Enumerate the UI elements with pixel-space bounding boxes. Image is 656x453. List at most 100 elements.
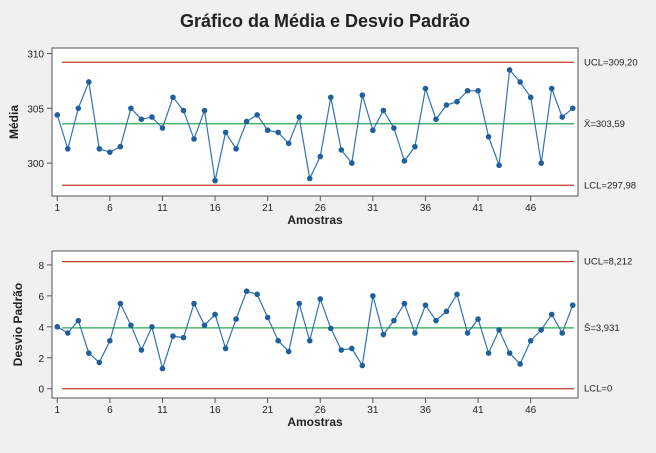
data-point [201, 322, 208, 329]
data-point [296, 300, 303, 307]
x-tick-label: 21 [262, 405, 274, 416]
data-point [443, 308, 450, 315]
data-point [496, 327, 502, 333]
x-tick-label: 26 [315, 405, 327, 416]
data-point [517, 361, 523, 367]
plot-area [51, 250, 579, 399]
data-point [128, 322, 134, 329]
y-tick-label: 300 [27, 159, 44, 170]
data-point [380, 107, 387, 114]
data-point [327, 94, 334, 101]
data-point [569, 105, 576, 112]
y-tick-label: 6 [38, 292, 44, 303]
data-point [559, 114, 566, 120]
data-point [86, 350, 92, 356]
data-point [54, 112, 61, 118]
data-point [538, 160, 544, 166]
data-point [191, 300, 197, 307]
data-point [222, 345, 229, 352]
data-point [159, 365, 166, 372]
data-point [138, 347, 145, 353]
data-point [285, 348, 292, 355]
control-limit-label: S̄=3,931 [584, 323, 620, 334]
y-tick-label: 2 [38, 354, 44, 365]
data-point [548, 85, 555, 92]
data-point [370, 127, 376, 134]
x-tick-label: 1 [54, 405, 60, 416]
data-point [107, 149, 113, 155]
data-point [306, 175, 313, 182]
data-point [412, 143, 418, 150]
data-point [443, 102, 450, 108]
data-point [454, 291, 460, 298]
data-point [180, 334, 187, 341]
data-point [338, 347, 345, 353]
data-point [401, 300, 408, 307]
data-point [506, 350, 513, 356]
x-tick-label: 41 [472, 203, 484, 214]
data-point [75, 317, 82, 324]
data-point [64, 146, 71, 152]
data-point [506, 67, 513, 73]
data-point [401, 158, 408, 164]
data-point [454, 98, 460, 105]
data-point [559, 330, 566, 336]
data-point [359, 362, 366, 369]
data-point [243, 288, 250, 295]
x-tick-label: 31 [367, 405, 379, 416]
data-point [317, 153, 324, 160]
data-point [275, 337, 281, 344]
data-point [475, 87, 481, 94]
x-tick-label: 6 [107, 405, 113, 416]
data-point [264, 127, 271, 134]
data-point [296, 114, 303, 120]
data-point [233, 316, 239, 322]
x-axis-label: Amostras [287, 213, 343, 227]
data-point [201, 107, 208, 114]
data-point [380, 331, 387, 338]
control-limit-label: UCL=309,20 [584, 57, 638, 68]
data-point [243, 118, 250, 125]
control-limit-label: LCL=297,98 [584, 180, 636, 191]
data-point [527, 94, 534, 101]
data-point [117, 300, 124, 307]
series-line [56, 290, 574, 371]
control-limit-label: LCL=0 [584, 384, 612, 395]
data-point [254, 291, 260, 298]
data-point [569, 302, 576, 308]
data-point [538, 327, 544, 333]
data-point [485, 350, 492, 356]
data-point [96, 146, 103, 152]
y-axis-label: Desvio Padrão [11, 283, 25, 366]
x-tick-label: 26 [315, 203, 327, 214]
x-tick-label: 11 [157, 203, 168, 214]
data-point [64, 330, 71, 336]
x-tick-label: 1 [54, 203, 60, 214]
data-point [275, 129, 281, 136]
plot-area [51, 47, 579, 197]
data-point [391, 317, 397, 324]
x-tick-label: 46 [525, 203, 537, 214]
data-point [107, 337, 113, 344]
data-point [180, 107, 187, 114]
data-point [422, 85, 429, 92]
data-point [128, 105, 134, 112]
data-point [138, 116, 145, 123]
chart-title: Gráfico da Média e Desvio Padrão [180, 11, 470, 31]
data-point [170, 94, 176, 101]
data-point [191, 136, 197, 142]
data-point [233, 146, 239, 152]
data-point [86, 79, 92, 85]
x-tick-label: 41 [472, 405, 484, 416]
y-axis-label: Média [7, 105, 21, 139]
x-axis-label: Amostras [287, 415, 343, 429]
data-point [370, 293, 376, 299]
data-point [96, 359, 103, 366]
data-point [54, 324, 61, 330]
data-point [349, 160, 355, 166]
data-point [548, 311, 555, 318]
x-tick-label: 6 [107, 203, 113, 214]
